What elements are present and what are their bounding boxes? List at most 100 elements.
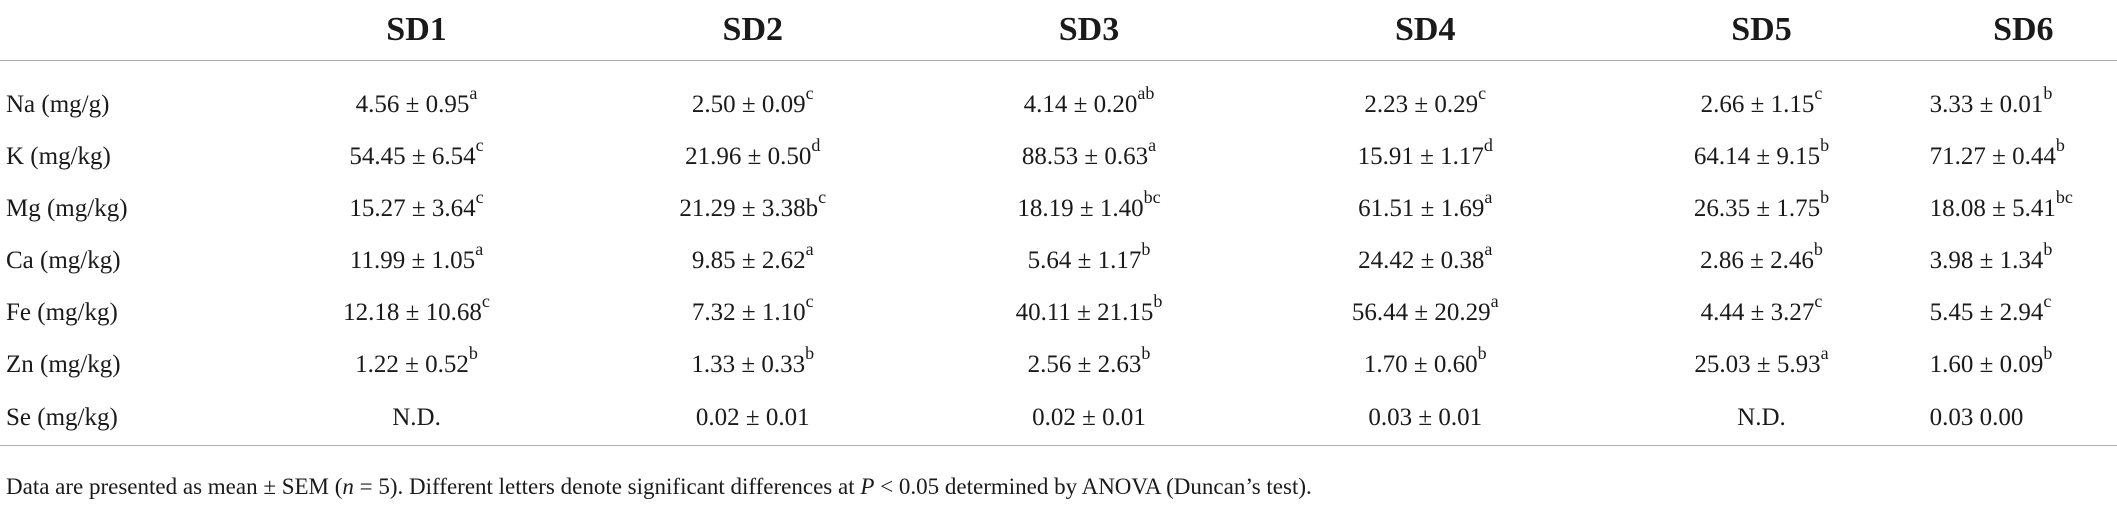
table-cell: 1.70 ± 0.60b	[1257, 339, 1593, 391]
cell-value: 18.08 ± 5.41	[1929, 195, 2056, 222]
footnote-part-2: = 5). Different letters denote significa…	[353, 474, 861, 499]
table-cell: 3.33 ± 0.01b	[1930, 61, 2117, 132]
table-cell: 4.44 ± 3.27c	[1593, 287, 1929, 339]
cell-value: 21.96 ± 0.50	[685, 143, 812, 170]
table-cell: 11.99 ± 1.05a	[248, 235, 584, 287]
significance-letter: a	[469, 82, 478, 103]
table-row: Se (mg/kg) N.D. 0.02 ± 0.01 0.02 ± 0.01 0.03…	[0, 391, 2117, 446]
table-cell: 25.03 ± 5.93a	[1593, 339, 1929, 391]
cell-value: 88.53 ± 0.63	[1021, 143, 1149, 170]
cell-value: 2.66 ± 1.15	[1700, 91, 1815, 118]
column-header-sd6: SD6	[1993, 11, 2054, 48]
table-cell: 0.03 ± 0.01	[1257, 391, 1593, 446]
cell-value: 0.03 ± 0.01	[1368, 404, 1483, 431]
significance-letter: d	[1483, 134, 1493, 155]
cell-value: 1.70 ± 0.60	[1363, 351, 1478, 378]
cell-value: N.D.	[392, 404, 441, 431]
table-cell: 1.60 ± 0.09b	[1930, 339, 2117, 391]
cell-value: 40.11 ± 21.15	[1015, 299, 1154, 326]
significance-letter: a	[1484, 186, 1493, 207]
table-cell: 2.50 ± 0.09c	[585, 61, 921, 132]
significance-letter: b	[2043, 82, 2053, 103]
table-cell: 24.42 ± 0.38a	[1257, 235, 1593, 287]
significance-letter: b	[1477, 342, 1487, 363]
significance-letter: a	[1820, 342, 1829, 363]
table-row: Ca (mg/kg) 11.99 ± 1.05a 9.85 ± 2.62a 5.64 …	[0, 235, 2117, 287]
cell-value: 4.56 ± 0.95	[355, 91, 470, 118]
cell-value: 2.23 ± 0.29	[1364, 91, 1479, 118]
table-cell: 26.35 ± 1.75b	[1593, 183, 1929, 235]
cell-value: 11.99 ± 1.05	[349, 247, 476, 274]
cell-value: 7.32 ± 1.10	[691, 299, 806, 326]
cell-value: 24.42 ± 0.38	[1358, 247, 1485, 274]
significance-letter: b	[1141, 342, 1151, 363]
significance-letter: a	[1484, 238, 1493, 259]
significance-letter: c	[475, 134, 484, 155]
significance-letter: b	[1153, 290, 1163, 311]
cell-value: 2.56 ± 2.63	[1027, 351, 1142, 378]
table-cell: 12.18 ± 10.68c	[248, 287, 584, 339]
significance-letter: b	[1141, 238, 1151, 259]
significance-letter: a	[475, 238, 484, 259]
table-cell: 1.22 ± 0.52b	[248, 339, 584, 391]
table-cell: 2.66 ± 1.15c	[1593, 61, 1929, 132]
significance-letter: c	[2043, 290, 2052, 311]
cell-value: 26.35 ± 1.75	[1693, 195, 1821, 222]
row-label: Se (mg/kg)	[6, 404, 118, 431]
footnote-n-variable: n	[342, 474, 354, 499]
significance-letter: b	[1820, 134, 1830, 155]
row-label: Zn (mg/kg)	[6, 351, 121, 378]
footnote-p-variable: P	[860, 474, 875, 499]
significance-letter: b	[805, 342, 815, 363]
cell-value: 3.98 ± 1.34	[1929, 247, 2044, 274]
cell-value: 1.22 ± 0.52	[355, 351, 469, 378]
column-header-sd2: SD2	[722, 11, 783, 48]
cell-value: 1.33 ± 0.33	[691, 351, 806, 378]
cell-value: 2.50 ± 0.09	[691, 91, 806, 118]
significance-letter: b	[2043, 342, 2053, 363]
footnote-part-1: Data are presented as mean ± SEM (	[6, 474, 343, 499]
cell-value: 71.27 ± 0.44	[1929, 143, 2056, 170]
significance-letter: c	[1478, 82, 1487, 103]
table-cell: 5.64 ± 1.17b	[921, 235, 1257, 287]
cell-value: 21.29 ± 3.38b	[679, 195, 819, 222]
header-blank	[0, 0, 248, 61]
table-cell: 2.56 ± 2.63b	[921, 339, 1257, 391]
table-cell: 0.02 ± 0.01	[585, 391, 921, 446]
significance-letter: b	[1820, 186, 1830, 207]
table-footnote: Data are presented as mean ± SEM (n = 5)…	[6, 474, 1312, 500]
column-header-sd3: SD3	[1058, 11, 1120, 48]
table-cell: 3.98 ± 1.34b	[1930, 235, 2117, 287]
table-cell: 5.45 ± 2.94c	[1930, 287, 2117, 339]
cell-value: 0.02 ± 0.01	[695, 404, 810, 431]
significance-letter: c	[805, 82, 814, 103]
significance-letter: a	[805, 238, 814, 259]
table-cell: 4.14 ± 0.20ab	[921, 61, 1257, 132]
significance-letter: c	[805, 290, 814, 311]
cell-value: 15.91 ± 1.17	[1357, 143, 1484, 170]
significance-letter: b	[2055, 134, 2065, 155]
table-cell: 1.33 ± 0.33b	[585, 339, 921, 391]
cell-value: 4.14 ± 0.20	[1023, 91, 1138, 118]
cell-value: 54.45 ± 6.54	[349, 143, 476, 170]
table-cell: 9.85 ± 2.62a	[585, 235, 921, 287]
table-cell: 54.45 ± 6.54c	[248, 131, 584, 183]
table-cell: 0.03 0.00	[1930, 391, 2117, 446]
row-label: K (mg/kg)	[6, 143, 111, 170]
cell-value: 2.86 ± 2.46	[1700, 247, 1814, 274]
table-cell: 4.56 ± 0.95a	[248, 61, 584, 132]
cell-value: N.D.	[1737, 404, 1786, 431]
table-cell: 2.23 ± 0.29c	[1257, 61, 1593, 132]
cell-value: 3.33 ± 0.01	[1929, 91, 2044, 118]
significance-letter: c	[1814, 290, 1823, 311]
cell-value: 0.03 0.00	[1929, 404, 2024, 431]
table-cell: 7.32 ± 1.10c	[585, 287, 921, 339]
significance-letter: bc	[2055, 186, 2073, 207]
significance-letter: a	[1148, 134, 1157, 155]
table-cell: 40.11 ± 21.15b	[921, 287, 1257, 339]
row-label: Ca (mg/kg)	[6, 247, 121, 274]
table-cell: 61.51 ± 1.69a	[1257, 183, 1593, 235]
significance-letter: c	[475, 186, 484, 207]
table-cell: N.D.	[1593, 391, 1929, 446]
